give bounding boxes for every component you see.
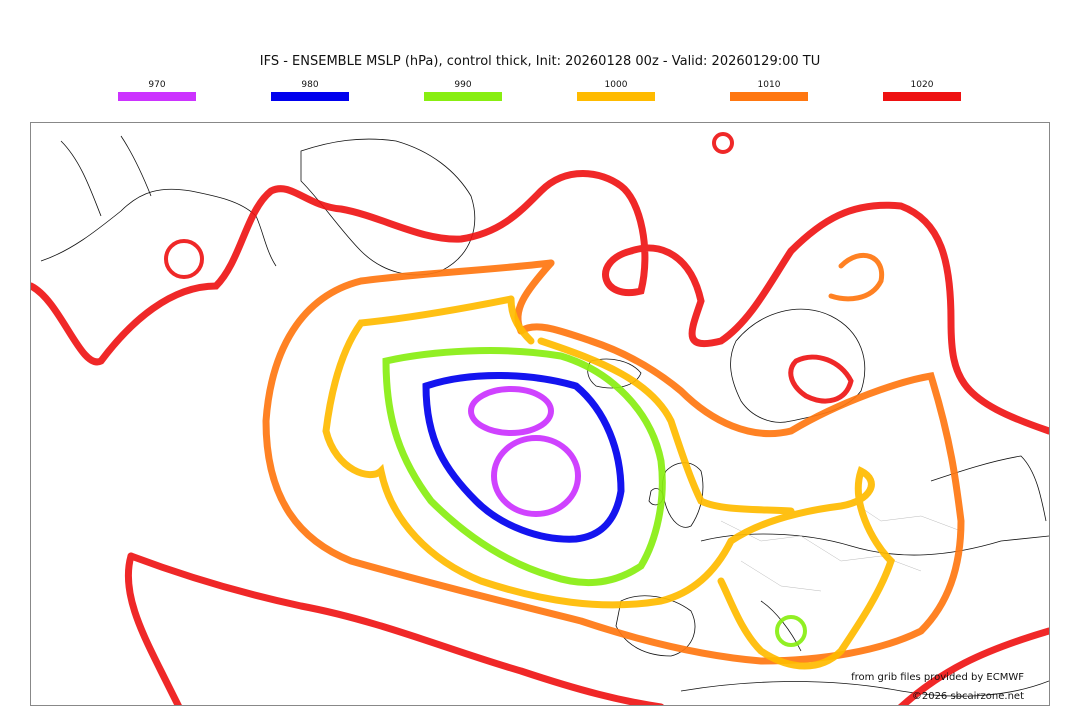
isobar-1010-main	[262, 259, 965, 665]
legend-swatch	[883, 92, 961, 101]
border-lines	[720, 500, 962, 592]
isobar-1010-scandinavia	[828, 252, 885, 302]
isobar-1020-south-east	[898, 627, 1049, 705]
legend-label: 970	[148, 80, 166, 90]
coastline-greenland	[300, 138, 476, 276]
legend-label: 1020	[910, 80, 934, 90]
isobar-legend: 970 980 990 1000 1010 1020	[0, 78, 1080, 114]
legend-label: 1000	[604, 80, 628, 90]
isobar-970-southern-centre	[491, 435, 581, 517]
legend-swatch	[577, 92, 655, 101]
isobar-990-main	[382, 347, 666, 587]
coastline-black-sea	[930, 455, 1047, 522]
legend-item-990: 990	[423, 78, 503, 101]
legend-item-980: 980	[270, 78, 350, 101]
isobar-970-northern-centre	[468, 386, 554, 436]
isobar-990-mediterranean-cell	[775, 615, 807, 647]
mslp-map	[30, 122, 1050, 706]
isobar-1010-iceland-link	[514, 259, 555, 335]
legend-swatch	[118, 92, 196, 101]
legend-label: 1010	[757, 80, 781, 90]
legend-item-1020: 1020	[882, 78, 962, 101]
isobar-1020	[31, 132, 1049, 705]
data-source-credit: from grib files provided by ECMWF	[851, 672, 1024, 683]
map-title: IFS - ENSEMBLE MSLP (hPa), control thick…	[259, 54, 821, 69]
country-borders	[720, 500, 962, 592]
isobar-1020-canada-cell	[164, 239, 204, 279]
isobar-990	[382, 347, 807, 647]
isobar-1020-arctic-cell	[712, 132, 734, 154]
legend-swatch	[424, 92, 502, 101]
coastline-canadian-islands	[60, 135, 152, 217]
coastlines	[40, 135, 1049, 697]
isobar-1020-south	[127, 552, 664, 705]
isobar-1000-link	[507, 295, 535, 345]
isobar-1000-east	[537, 337, 795, 515]
isobar-1010	[262, 252, 965, 665]
coastline-north-africa	[680, 680, 1049, 697]
isobar-1000-main	[322, 295, 896, 670]
legend-item-970: 970	[117, 78, 197, 101]
legend-item-1000: 1000	[576, 78, 656, 101]
isobar-1020-scandinavia-high	[788, 354, 854, 404]
coastline-north-america	[40, 188, 277, 267]
legend-swatch	[271, 92, 349, 101]
legend-swatch	[730, 92, 808, 101]
legend-item-1010: 1010	[729, 78, 809, 101]
legend-label: 990	[454, 80, 472, 90]
map-canvas	[31, 132, 1049, 705]
isobar-1000	[322, 295, 896, 670]
coastline-iceland	[587, 358, 642, 389]
isobar-980	[422, 372, 625, 543]
isobar-1020-north	[31, 170, 1049, 435]
copyright-credit: ©2026 sbcairzone.net	[911, 691, 1024, 702]
legend-label: 980	[301, 80, 319, 90]
isobar-970	[468, 386, 581, 517]
isobar-980-main	[422, 372, 625, 543]
coastline-iberia	[615, 595, 696, 657]
isobar-1020-south-west	[124, 552, 182, 705]
